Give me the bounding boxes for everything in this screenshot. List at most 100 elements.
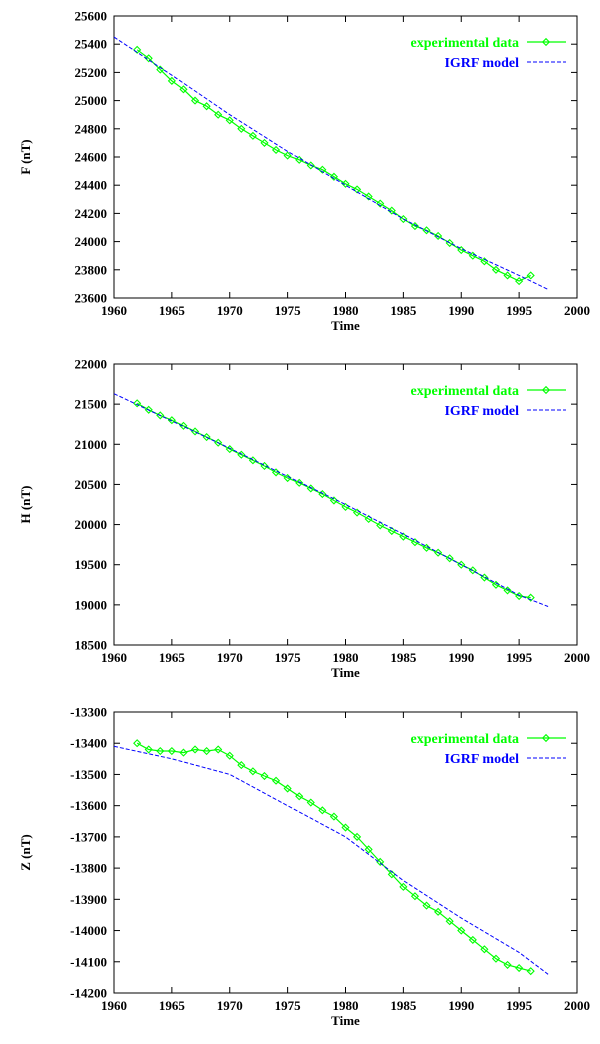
chart-panel-Z: 1960 1965 1970 1975 1980 1985 1990 1995 2000 -133… — [18, 705, 590, 1029]
data-point-marker — [503, 586, 512, 595]
x-tick-label: 1960 — [101, 650, 127, 665]
data-point-marker — [260, 138, 269, 147]
series-line-igrf-model — [113, 393, 549, 607]
y-tick-label: 19000 — [75, 597, 108, 612]
data-point-marker — [179, 748, 188, 757]
data-point-marker — [306, 161, 315, 170]
data-point-marker — [526, 593, 535, 602]
data-point-marker — [410, 892, 420, 901]
data-point-marker — [202, 746, 211, 756]
data-point-marker — [283, 784, 292, 793]
data-point-marker — [248, 767, 257, 776]
data-point-marker — [144, 745, 153, 754]
x-tick-label: 1980 — [333, 998, 359, 1013]
data-point-marker — [225, 751, 234, 760]
data-point-marker — [352, 185, 362, 194]
data-point-marker — [190, 96, 200, 105]
y-axis-label: F (nT) — [18, 139, 33, 174]
data-point-marker — [515, 963, 524, 973]
y-tick-label: 22000 — [75, 357, 108, 372]
data-point-marker — [295, 155, 304, 164]
data-point-marker — [133, 399, 142, 408]
data-point-marker — [457, 245, 466, 255]
y-tick-label: 18500 — [75, 638, 108, 653]
plot-frame — [113, 363, 578, 646]
x-tick-label: 1995 — [506, 303, 533, 318]
data-point-marker — [376, 521, 385, 530]
x-tick-label: 1975 — [275, 303, 302, 318]
y-tick-label: 23600 — [75, 291, 108, 306]
data-point-marker — [271, 776, 281, 785]
y-tick-label: 24400 — [75, 178, 108, 193]
data-point-marker — [352, 832, 362, 841]
x-tick-label: 1960 — [101, 303, 127, 318]
x-tick-label: 1970 — [217, 998, 243, 1013]
y-tick-label: -13500 — [70, 767, 107, 782]
x-tick-label: 1990 — [448, 650, 474, 665]
series-line-igrf-model — [113, 36, 549, 290]
x-tick-label: 1985 — [390, 998, 417, 1013]
x-tick-label: 1960 — [101, 998, 127, 1013]
x-tick-label: 1990 — [448, 303, 474, 318]
legend-label: IGRF model — [444, 752, 519, 767]
data-point-marker — [387, 526, 396, 536]
x-tick-label: 1970 — [217, 650, 243, 665]
data-point-marker — [167, 416, 176, 425]
data-point-marker — [318, 165, 327, 174]
data-point-marker — [503, 960, 512, 969]
legend-label: IGRF model — [444, 404, 519, 419]
x-tick-label: 2000 — [564, 650, 590, 665]
data-point-marker — [480, 573, 489, 582]
data-point-marker — [214, 110, 223, 119]
plot-frame — [113, 711, 578, 994]
data-point-marker — [457, 926, 466, 935]
y-tick-label: 19500 — [75, 557, 108, 572]
data-point-marker — [167, 746, 176, 756]
legend-label: experimental data — [411, 732, 519, 747]
legend-marker — [541, 733, 551, 743]
chart-panel-H: 1960 1965 1970 1975 1980 1985 1990 1995 2000 1850… — [18, 357, 590, 681]
data-point-marker — [237, 450, 246, 459]
data-point-marker — [271, 145, 281, 155]
chart-panel-F: 1960 1965 1970 1975 1980 1985 1990 1995 2000 2360… — [18, 9, 590, 334]
y-tick-label: -14200 — [70, 986, 107, 1001]
data-point-marker — [434, 231, 443, 241]
data-point-marker — [515, 591, 524, 601]
data-point-marker — [295, 792, 304, 801]
data-point-marker — [133, 45, 142, 54]
y-tick-label: 24000 — [75, 234, 108, 249]
data-point-marker — [144, 405, 153, 414]
y-tick-label: -14100 — [70, 954, 107, 969]
x-axis-label: Time — [331, 318, 360, 333]
y-tick-label: 24200 — [75, 206, 108, 221]
y-tick-label: -13800 — [70, 861, 107, 876]
data-point-marker — [225, 116, 234, 125]
data-point-marker — [341, 179, 350, 188]
series-line-experimental-data — [136, 742, 531, 972]
x-tick-label: 1980 — [333, 303, 359, 318]
data-point-marker — [283, 151, 292, 160]
data-point-marker — [410, 222, 420, 231]
data-point-marker — [491, 265, 501, 274]
data-point-marker — [434, 548, 443, 557]
data-point-marker — [214, 438, 223, 447]
y-tick-label: -13400 — [70, 736, 107, 751]
data-point-marker — [179, 85, 188, 94]
data-point-marker — [318, 489, 327, 499]
series-line-experimental-data — [136, 49, 531, 282]
y-tick-label: 25200 — [75, 65, 108, 80]
y-tick-label: -13300 — [70, 705, 107, 720]
data-point-marker — [237, 761, 246, 770]
data-point-marker — [295, 478, 304, 487]
data-point-marker — [144, 54, 153, 63]
x-tick-label: 1990 — [448, 998, 474, 1013]
data-point-marker — [260, 461, 269, 471]
data-point-marker — [329, 172, 339, 181]
data-point-marker — [364, 845, 373, 854]
data-point-marker — [237, 124, 246, 133]
y-tick-label: -13700 — [70, 829, 107, 844]
legend-marker — [541, 385, 551, 395]
data-point-marker — [202, 102, 211, 111]
data-point-marker — [480, 945, 489, 954]
